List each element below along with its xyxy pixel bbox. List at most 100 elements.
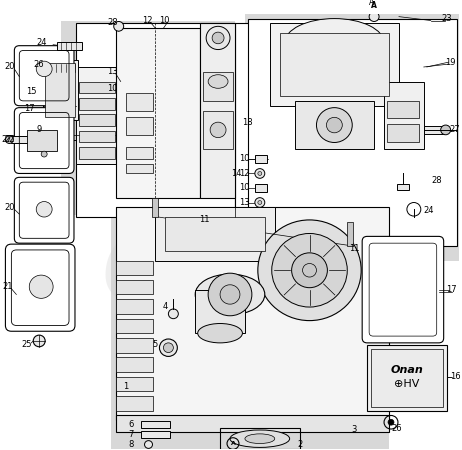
Circle shape bbox=[441, 125, 450, 135]
Text: 20: 20 bbox=[4, 203, 15, 212]
Bar bbox=[371, 349, 443, 407]
Text: 11: 11 bbox=[199, 216, 209, 225]
Text: 23: 23 bbox=[441, 14, 452, 23]
Bar bbox=[195, 290, 245, 333]
Bar bbox=[27, 130, 57, 151]
Text: 28: 28 bbox=[432, 176, 442, 185]
Circle shape bbox=[272, 234, 347, 307]
Bar bbox=[116, 299, 153, 314]
Text: 25: 25 bbox=[21, 340, 31, 349]
Bar bbox=[116, 357, 153, 372]
Circle shape bbox=[210, 122, 226, 138]
Bar bbox=[235, 23, 250, 217]
Bar bbox=[126, 147, 153, 159]
Bar bbox=[116, 28, 200, 198]
FancyBboxPatch shape bbox=[14, 108, 74, 173]
Bar bbox=[57, 42, 82, 50]
Bar bbox=[126, 93, 153, 111]
Bar bbox=[53, 64, 75, 72]
Bar bbox=[387, 124, 419, 141]
Text: 27: 27 bbox=[449, 126, 460, 135]
Text: 9: 9 bbox=[36, 126, 42, 135]
Bar bbox=[424, 126, 444, 134]
Text: 11: 11 bbox=[349, 244, 359, 253]
Ellipse shape bbox=[195, 274, 265, 315]
Bar bbox=[12, 136, 33, 144]
Bar bbox=[116, 319, 153, 333]
Bar bbox=[61, 22, 235, 215]
Circle shape bbox=[164, 343, 173, 352]
Bar bbox=[387, 101, 419, 118]
Text: 10: 10 bbox=[159, 16, 170, 25]
Bar bbox=[280, 33, 389, 96]
Text: 4: 4 bbox=[163, 302, 168, 310]
Circle shape bbox=[388, 419, 394, 425]
Text: 18: 18 bbox=[243, 117, 253, 126]
Circle shape bbox=[33, 335, 45, 347]
Circle shape bbox=[292, 253, 328, 288]
Bar bbox=[347, 222, 353, 246]
Bar bbox=[116, 280, 153, 294]
Text: ⊕HV: ⊕HV bbox=[394, 378, 419, 388]
Circle shape bbox=[206, 26, 230, 50]
Bar bbox=[270, 23, 399, 106]
Circle shape bbox=[29, 275, 53, 298]
Text: 15: 15 bbox=[26, 87, 36, 96]
FancyBboxPatch shape bbox=[14, 177, 74, 243]
Bar bbox=[116, 377, 153, 391]
Circle shape bbox=[36, 61, 52, 76]
Bar bbox=[245, 14, 459, 261]
Bar bbox=[367, 345, 447, 411]
Text: 7: 7 bbox=[128, 430, 134, 439]
Ellipse shape bbox=[198, 324, 243, 343]
Text: 26: 26 bbox=[34, 59, 44, 68]
Bar bbox=[200, 23, 235, 198]
FancyBboxPatch shape bbox=[14, 46, 74, 106]
Circle shape bbox=[255, 169, 265, 178]
Bar bbox=[79, 114, 115, 126]
Bar bbox=[79, 81, 115, 93]
Ellipse shape bbox=[230, 430, 290, 447]
Bar bbox=[126, 164, 153, 173]
Circle shape bbox=[212, 32, 224, 44]
Text: 19: 19 bbox=[445, 58, 456, 67]
Bar bbox=[152, 198, 158, 217]
Circle shape bbox=[369, 12, 379, 22]
Bar bbox=[255, 155, 267, 163]
Text: 21: 21 bbox=[2, 282, 12, 291]
Ellipse shape bbox=[285, 18, 384, 67]
Circle shape bbox=[41, 151, 47, 157]
Text: 6: 6 bbox=[128, 420, 134, 429]
Text: 27: 27 bbox=[1, 135, 12, 144]
Bar bbox=[140, 431, 170, 438]
Bar bbox=[79, 147, 115, 159]
Bar bbox=[116, 207, 389, 420]
Bar bbox=[76, 67, 118, 164]
Bar bbox=[255, 184, 267, 192]
Circle shape bbox=[36, 202, 52, 217]
Circle shape bbox=[326, 117, 342, 133]
Bar bbox=[45, 63, 75, 117]
Bar bbox=[116, 261, 153, 275]
Text: 17: 17 bbox=[446, 285, 457, 294]
Text: A: A bbox=[371, 1, 377, 10]
Text: A: A bbox=[231, 441, 236, 446]
Text: 3: 3 bbox=[352, 426, 357, 435]
Bar bbox=[116, 414, 389, 432]
FancyBboxPatch shape bbox=[6, 244, 75, 331]
Text: A: A bbox=[369, 0, 374, 7]
Circle shape bbox=[208, 273, 252, 316]
Text: 10: 10 bbox=[108, 84, 118, 93]
Bar bbox=[384, 81, 424, 149]
Text: 10: 10 bbox=[239, 154, 249, 163]
Circle shape bbox=[114, 22, 124, 31]
Bar bbox=[140, 421, 170, 428]
Circle shape bbox=[316, 108, 352, 143]
Bar bbox=[116, 338, 153, 352]
Bar bbox=[203, 72, 233, 101]
Circle shape bbox=[258, 201, 262, 204]
Ellipse shape bbox=[245, 434, 275, 444]
Text: 1: 1 bbox=[123, 382, 128, 391]
Bar bbox=[43, 60, 78, 120]
Bar bbox=[156, 207, 275, 261]
